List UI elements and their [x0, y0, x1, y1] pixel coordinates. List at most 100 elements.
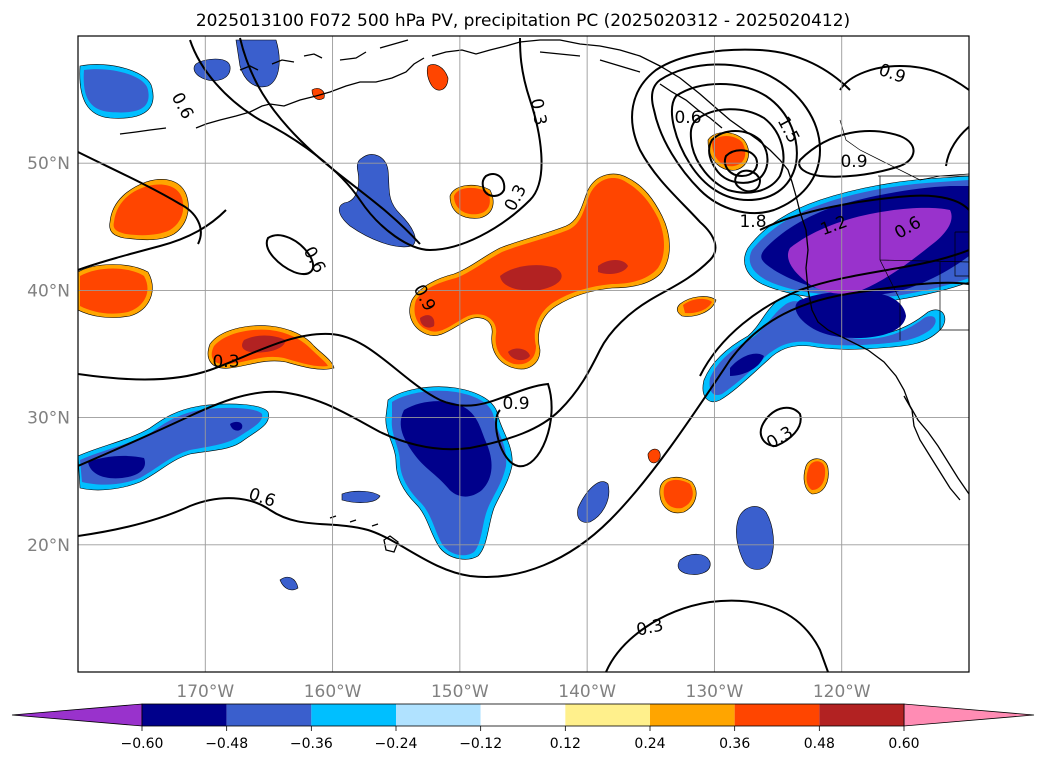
precip-region-negative: [230, 421, 243, 431]
map-plot-area: 0.6 0.30.91.51.80.90.60.90.30.30.60.30.30…: [78, 36, 969, 672]
longitude-tick-label: 120°W: [813, 682, 871, 702]
contour-label: 0.9: [502, 394, 529, 414]
pv-contour-0.3: [78, 332, 553, 468]
colorbar-tick-label: −0.60: [121, 736, 164, 752]
precip-region-positive: [80, 268, 148, 314]
longitude-tick-label: 170°W: [176, 682, 234, 702]
colorbar-segment: [650, 704, 735, 726]
precip-region-negative: [736, 506, 774, 570]
figure-title: 2025013100 F072 500 hPa PV, precipitatio…: [196, 11, 850, 31]
pv-contour-0.6: [78, 37, 421, 245]
colorbar-segment: [480, 704, 566, 726]
precip-region-positive: [508, 348, 530, 361]
precip-region-positive: [663, 479, 693, 509]
pv-contour-0.3: [759, 406, 802, 448]
coastline-hawaii: [329, 515, 399, 553]
longitude-tick-label: 140°W: [558, 682, 616, 702]
colorbar-segment: [142, 704, 227, 726]
colorbar-segment: [565, 704, 650, 726]
precip-region-positive: [500, 265, 562, 291]
pv-contours: [78, 37, 969, 672]
coastline-alaska-south: [119, 39, 801, 213]
precip-region-positive: [426, 64, 449, 91]
contour-label: 0.3: [526, 97, 550, 127]
precip-region-positive: [454, 187, 490, 215]
pv-contour-0.6: [189, 37, 543, 252]
pv-contour-0.9: [78, 48, 851, 467]
precip-region-positive: [806, 461, 826, 490]
colorbar-tick-label: −0.48: [205, 736, 248, 752]
colorbar-outline: [141, 703, 905, 727]
precip-region-positive: [712, 136, 746, 167]
precip-region-negative: [341, 490, 381, 503]
precip-region-negative: [730, 353, 764, 376]
precip-region-negative: [83, 69, 149, 113]
latitude-tick-label: 20°N: [27, 536, 70, 556]
colorbar-segment: [396, 704, 481, 726]
coastline-baja: [903, 395, 961, 501]
pv-contour-0.6: [265, 234, 315, 275]
colorbar-tick-label: −0.24: [375, 736, 418, 752]
coastline-alaska-inner: [239, 39, 723, 129]
colorbar-tick-label: −0.12: [459, 736, 502, 752]
longitude-ticks: 170°W 160°W 150°W 140°W 130°W 120°W: [176, 682, 870, 702]
colorbar-tick-label: 0.12: [550, 736, 581, 752]
colorbar-segment: [734, 704, 820, 726]
contour-label: 0.9: [840, 152, 867, 172]
precip-region-negative: [787, 207, 952, 294]
latitude-tick-label: 30°N: [27, 409, 70, 429]
longitude-tick-label: 150°W: [431, 682, 489, 702]
pv-contour-0.3: [481, 172, 506, 197]
pv-contour-0.3: [605, 599, 829, 672]
coastlines: [119, 39, 969, 553]
colorbar-tick-label: 0.24: [634, 736, 665, 752]
contour-label: 0.6: [674, 108, 701, 128]
precip-region-positive: [683, 298, 712, 314]
colorbar-segment: [819, 704, 904, 726]
pv-contour-0.3: [78, 281, 969, 578]
precip-region-positive: [113, 184, 184, 236]
colorbar: −0.60 −0.48 −0.36 −0.24 −0.12 0.12 0.24 0.36 0.4…: [11, 703, 1035, 752]
coastline-west-coast: [799, 211, 969, 495]
colorbar-segment: [311, 704, 396, 726]
precip-region-positive: [598, 260, 628, 274]
precip-region-negative: [279, 576, 299, 591]
precip-region-negative: [577, 481, 610, 523]
colorbar-segment: [226, 704, 312, 726]
map-frame: [77, 35, 970, 673]
contour-label: 1.8: [739, 212, 766, 232]
longitude-tick-label: 130°W: [686, 682, 744, 702]
pv-contour-0.6: [945, 125, 969, 167]
precip-region-negative: [193, 58, 231, 81]
colorbar-tick-label: 0.48: [804, 736, 835, 752]
pv-contour-1.5: [671, 83, 798, 202]
graticule: [78, 36, 969, 672]
colorbar-extend-min: [11, 703, 143, 727]
pv-contour-0.6: [759, 194, 969, 231]
colorbar-tick-label: 0.60: [888, 736, 919, 752]
precip-region-negative: [235, 39, 280, 88]
latitude-ticks: 20°N 30°N 40°N 50°N: [27, 154, 70, 556]
precip-region-positive: [420, 315, 435, 328]
precip-region-negative: [677, 553, 711, 575]
pv-contour-0.9: [839, 64, 969, 91]
precip-region-positive: [647, 448, 661, 464]
colorbar-tick-label: −0.36: [290, 736, 333, 752]
pv-contour-1.8: [689, 108, 785, 194]
latitude-tick-label: 40°N: [27, 281, 70, 301]
pv-contour-1.2: [651, 63, 822, 214]
pv-contour-1.8: [724, 149, 758, 178]
precip-region-negative: [338, 154, 416, 248]
pv-contour-0.9: [699, 249, 969, 377]
pv-contour-1.8: [734, 169, 762, 193]
pv-contour-0.6: [78, 209, 227, 271]
precip-region-positive: [242, 335, 286, 353]
latitude-tick-label: 50°N: [27, 154, 70, 174]
state-borders: [839, 119, 969, 340]
precip-region-negative: [88, 455, 146, 479]
colorbar-tick-label: 0.36: [719, 736, 750, 752]
pv-contour-0.9: [798, 130, 915, 178]
colorbar-extend-max: [903, 703, 1035, 727]
precip-region-negative: [702, 294, 946, 402]
